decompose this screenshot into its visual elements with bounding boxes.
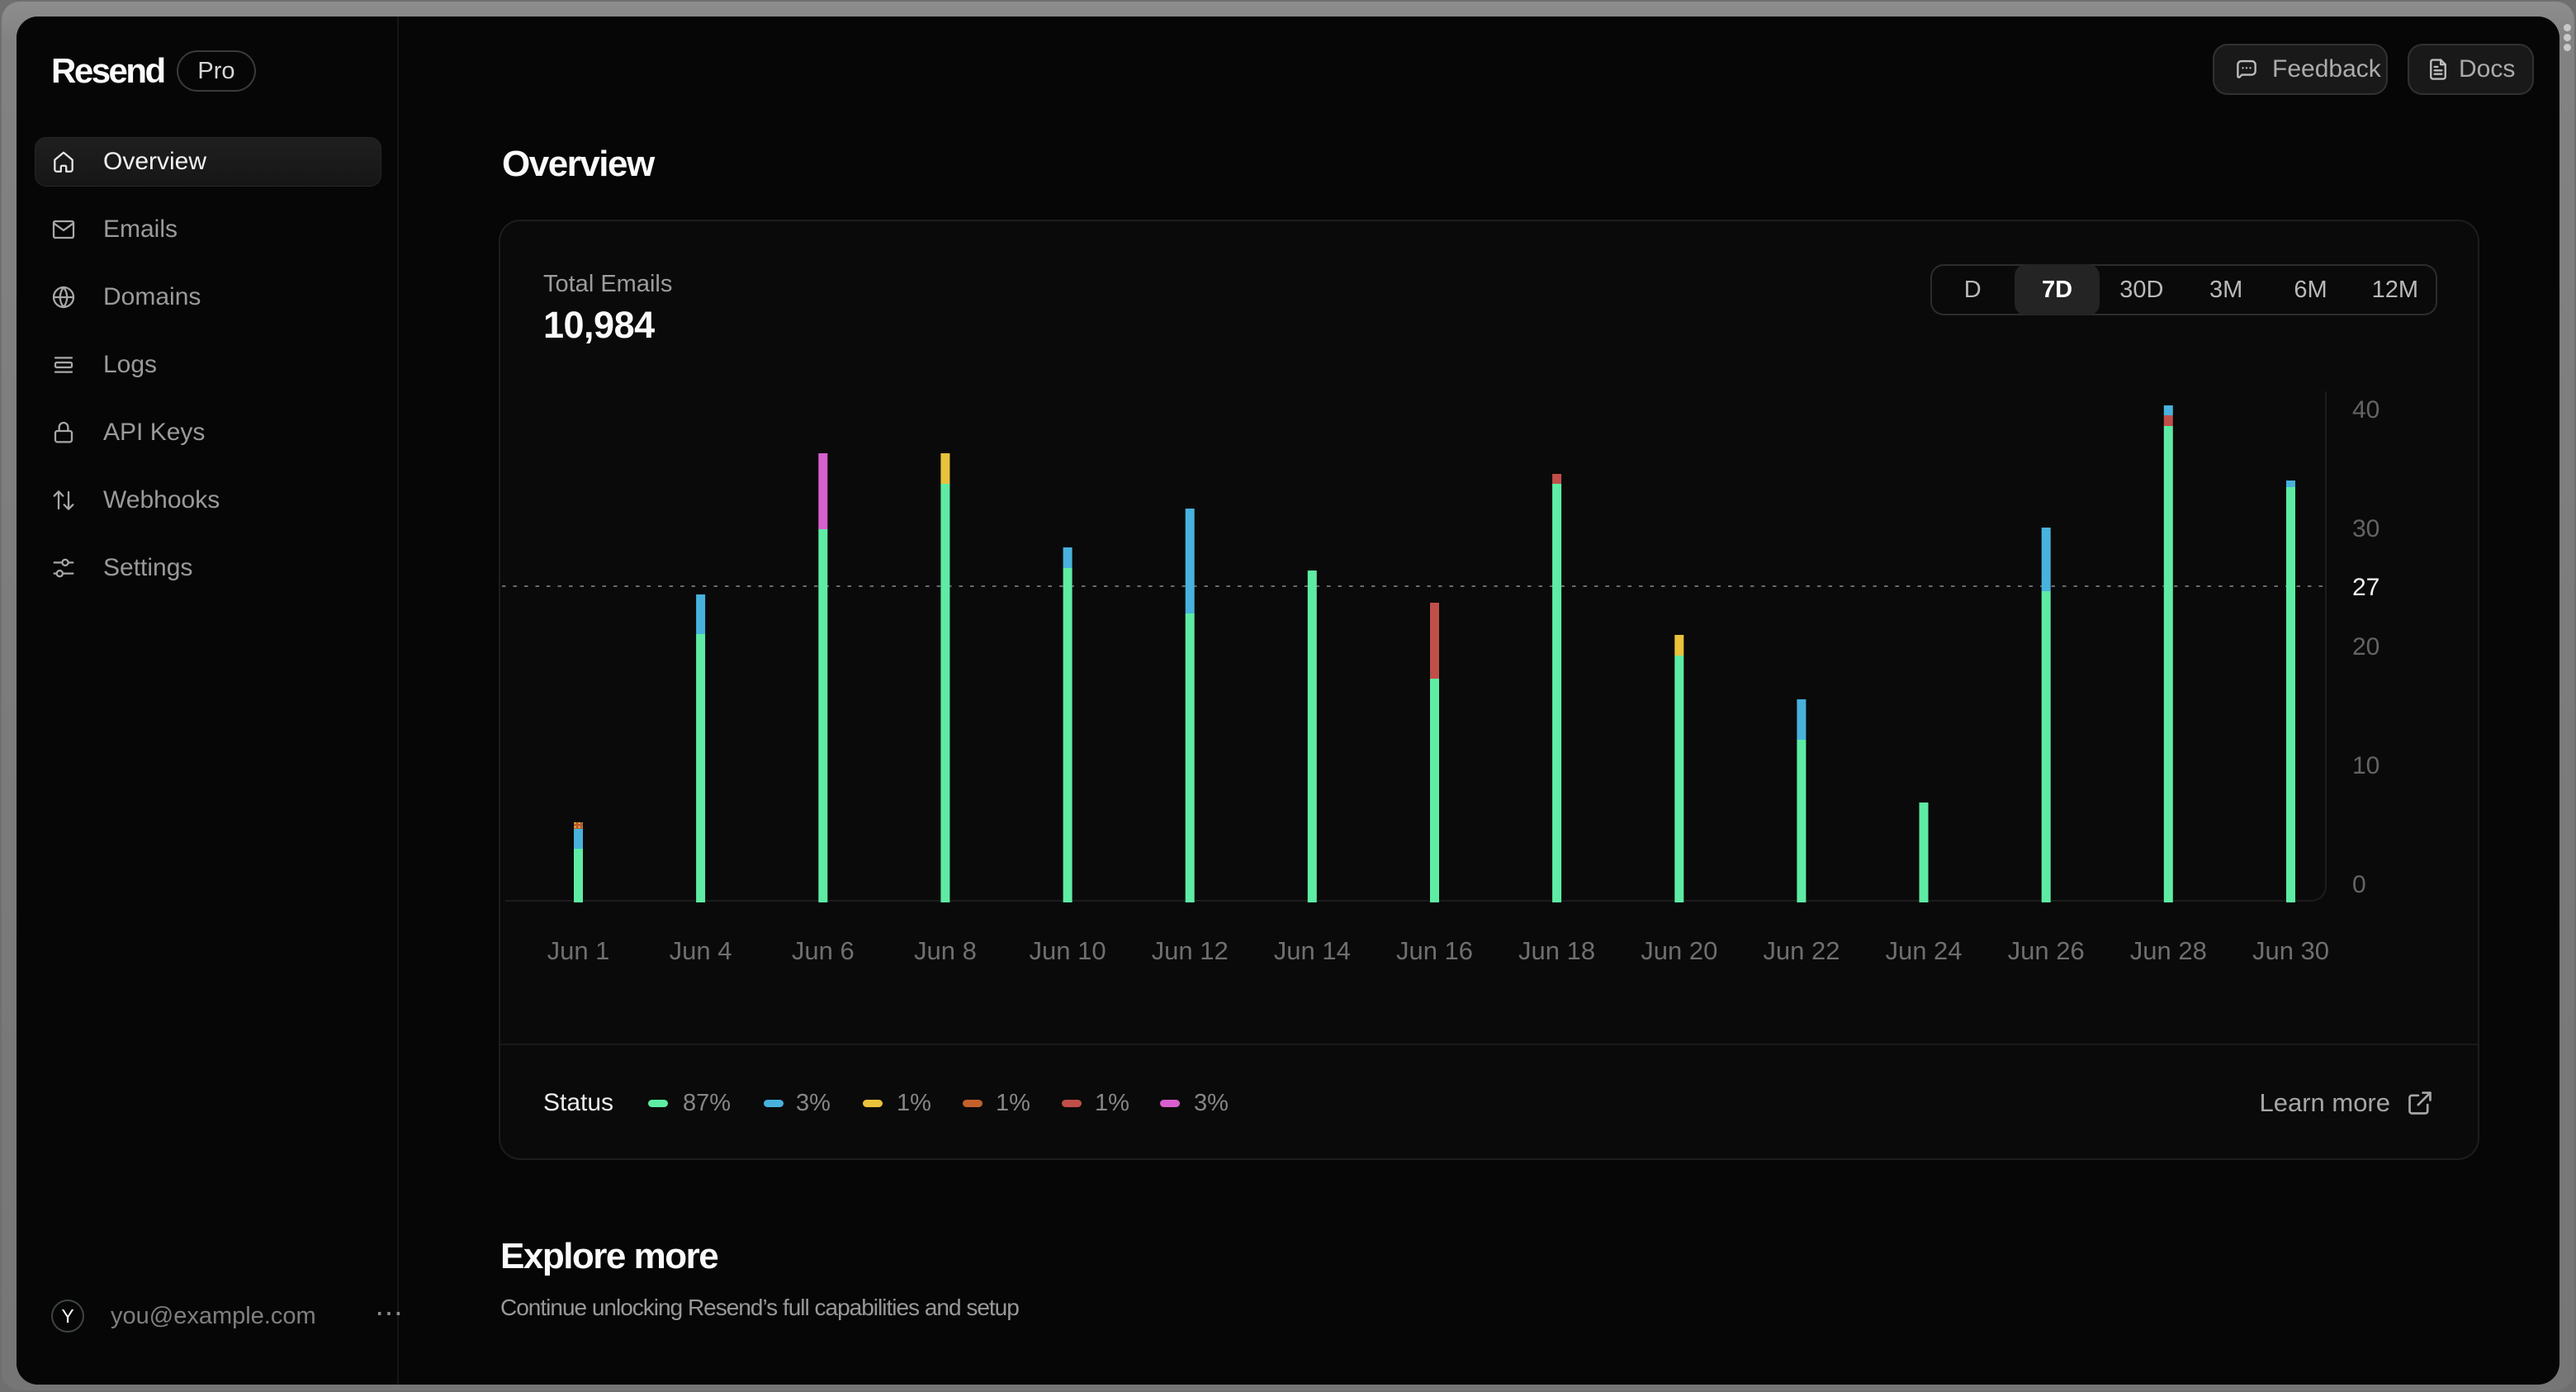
svg-text:Jun 1: Jun 1 xyxy=(547,936,610,965)
svg-text:Jun 20: Jun 20 xyxy=(1641,936,1717,965)
svg-text:Jun 26: Jun 26 xyxy=(2008,936,2085,965)
svg-text:40: 40 xyxy=(2352,396,2379,424)
svg-text:10: 10 xyxy=(2352,752,2379,779)
svg-text:Jun 16: Jun 16 xyxy=(1396,936,1473,965)
svg-text:Jun 22: Jun 22 xyxy=(1763,936,1840,965)
svg-text:Jun 24: Jun 24 xyxy=(1885,936,1962,965)
svg-text:Jun 6: Jun 6 xyxy=(792,936,855,965)
svg-text:20: 20 xyxy=(2352,633,2379,660)
svg-text:Jun 8: Jun 8 xyxy=(914,936,977,965)
svg-text:0: 0 xyxy=(2352,871,2366,898)
svg-text:Jun 14: Jun 14 xyxy=(1274,936,1351,965)
svg-text:Jun 28: Jun 28 xyxy=(2130,936,2207,965)
svg-text:Jun 18: Jun 18 xyxy=(1518,936,1595,965)
svg-text:Jun 30: Jun 30 xyxy=(2252,936,2329,965)
svg-text:Jun 10: Jun 10 xyxy=(1030,936,1106,965)
svg-text:30: 30 xyxy=(2352,515,2379,542)
svg-text:Jun 12: Jun 12 xyxy=(1152,936,1229,965)
svg-text:27: 27 xyxy=(2352,574,2379,601)
svg-text:Jun 4: Jun 4 xyxy=(670,936,732,965)
